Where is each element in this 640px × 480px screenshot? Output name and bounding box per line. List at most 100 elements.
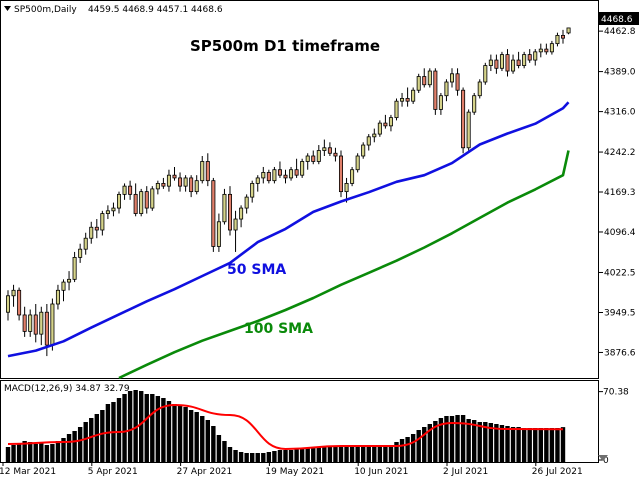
macd-histogram-bar bbox=[233, 450, 238, 462]
macd-histogram-bar bbox=[472, 420, 477, 462]
candle-body-bear bbox=[22, 314, 27, 332]
macd-histogram-bar bbox=[466, 419, 471, 462]
price-axis: 3876.6 3949.5 4022.5 4096.4 4169.3 4242.2 4316… bbox=[599, 27, 636, 358]
header-symbol: SP500m,Daily bbox=[14, 5, 77, 15]
macd-histogram-bar bbox=[460, 415, 466, 462]
macd-histogram-bar bbox=[555, 428, 560, 462]
candle-body-bear bbox=[227, 193, 232, 231]
candle bbox=[316, 145, 321, 165]
candle-body-bull bbox=[194, 180, 199, 193]
candle bbox=[394, 98, 399, 121]
candle-body-bull bbox=[344, 183, 349, 193]
candle bbox=[461, 87, 466, 154]
candle bbox=[449, 68, 454, 88]
price-tick-label: 4169.3 bbox=[604, 188, 636, 198]
macd-histogram-bar bbox=[94, 414, 99, 462]
candle-body-bull bbox=[322, 147, 327, 151]
candle bbox=[261, 166, 266, 184]
price-panel bbox=[0, 0, 599, 379]
candle-body-bull bbox=[361, 144, 366, 157]
candle bbox=[388, 114, 393, 132]
candle-body-bull bbox=[222, 193, 227, 223]
candle-body-bull bbox=[28, 314, 33, 332]
candle-body-bear bbox=[433, 70, 438, 110]
candle-body-bull bbox=[117, 193, 122, 209]
candle-body-bear bbox=[327, 147, 332, 154]
macd-histogram-bar bbox=[444, 416, 449, 462]
candle bbox=[72, 251, 77, 283]
candle bbox=[422, 68, 427, 88]
candle-body-bull bbox=[438, 95, 443, 110]
current-price-label: 4468.6 bbox=[599, 12, 639, 25]
candle-body-bull bbox=[272, 169, 277, 182]
candle-body-bull bbox=[477, 81, 482, 97]
price-tick-label: 4389.0 bbox=[604, 68, 636, 78]
chart-shift-icon[interactable] bbox=[598, 455, 608, 461]
macd-histogram-bar bbox=[44, 445, 50, 462]
macd-histogram-bar bbox=[455, 415, 460, 462]
candle bbox=[383, 114, 388, 129]
candle-body-bear bbox=[44, 311, 49, 346]
macd-histogram-bar bbox=[127, 391, 133, 462]
macd-histogram-bar bbox=[344, 446, 349, 462]
candles bbox=[6, 27, 571, 357]
price-tick-label: 4096.4 bbox=[604, 228, 636, 238]
candle-body-bear bbox=[294, 169, 299, 176]
candle bbox=[283, 169, 288, 184]
candle-body-bull bbox=[11, 289, 16, 297]
macd-histogram-bar bbox=[311, 447, 316, 462]
candle bbox=[516, 51, 521, 69]
candle bbox=[100, 210, 105, 236]
macd-histogram-bar bbox=[183, 407, 188, 462]
candle bbox=[39, 306, 44, 346]
candle-body-bear bbox=[455, 73, 460, 91]
sma50-annotation: 50 SMA bbox=[227, 262, 286, 278]
candle-body-bear bbox=[422, 76, 427, 86]
candle bbox=[233, 210, 238, 252]
macd-histogram-bar bbox=[166, 401, 172, 462]
candle bbox=[333, 147, 338, 162]
candle-body-bull bbox=[549, 43, 554, 53]
candle-body-bull bbox=[39, 311, 44, 335]
candle bbox=[405, 87, 410, 107]
candle bbox=[6, 290, 11, 321]
candle bbox=[161, 177, 166, 189]
candle bbox=[94, 219, 99, 239]
candle bbox=[105, 205, 110, 220]
candle-body-bull bbox=[522, 54, 527, 66]
macd-histogram-bar bbox=[494, 424, 499, 462]
price-tick-label: 4316.0 bbox=[604, 108, 636, 118]
macd-histogram-bar bbox=[172, 404, 177, 462]
candle-body-bull bbox=[566, 27, 571, 34]
macd-header: MACD(12,26,9) 34.87 32.79 bbox=[4, 384, 130, 394]
candle-body-bull bbox=[166, 174, 171, 187]
dropdown-triangle-icon[interactable] bbox=[4, 6, 11, 11]
macd-histogram-bar bbox=[50, 444, 55, 462]
candle-body-bull bbox=[261, 172, 266, 179]
macd-histogram-bar bbox=[438, 418, 444, 462]
macd-histogram-bar bbox=[177, 406, 183, 462]
macd-histogram-bar bbox=[488, 423, 494, 462]
macd-histogram-bar bbox=[538, 428, 543, 462]
price-tick-label: 4242.2 bbox=[604, 148, 636, 158]
candle bbox=[150, 186, 155, 211]
macd-histogram-bar bbox=[244, 453, 249, 462]
candle-body-bull bbox=[472, 95, 477, 113]
candle-body-bull bbox=[50, 303, 55, 346]
candle bbox=[133, 183, 138, 217]
candle-body-bull bbox=[6, 295, 11, 313]
candle-body-bull bbox=[511, 59, 516, 72]
macd-histogram-bar bbox=[433, 421, 438, 462]
candle-body-bull bbox=[316, 150, 321, 162]
candle bbox=[361, 142, 366, 159]
macd-histogram-bar bbox=[305, 448, 310, 462]
macd-histogram-bar bbox=[16, 443, 22, 462]
candle bbox=[205, 153, 210, 187]
candle-body-bull bbox=[538, 48, 543, 53]
candle-body-bear bbox=[17, 289, 22, 316]
macd-histogram-bar bbox=[89, 418, 94, 462]
macd-histogram-bar bbox=[316, 447, 321, 462]
candle bbox=[139, 188, 144, 217]
candle bbox=[544, 43, 549, 55]
